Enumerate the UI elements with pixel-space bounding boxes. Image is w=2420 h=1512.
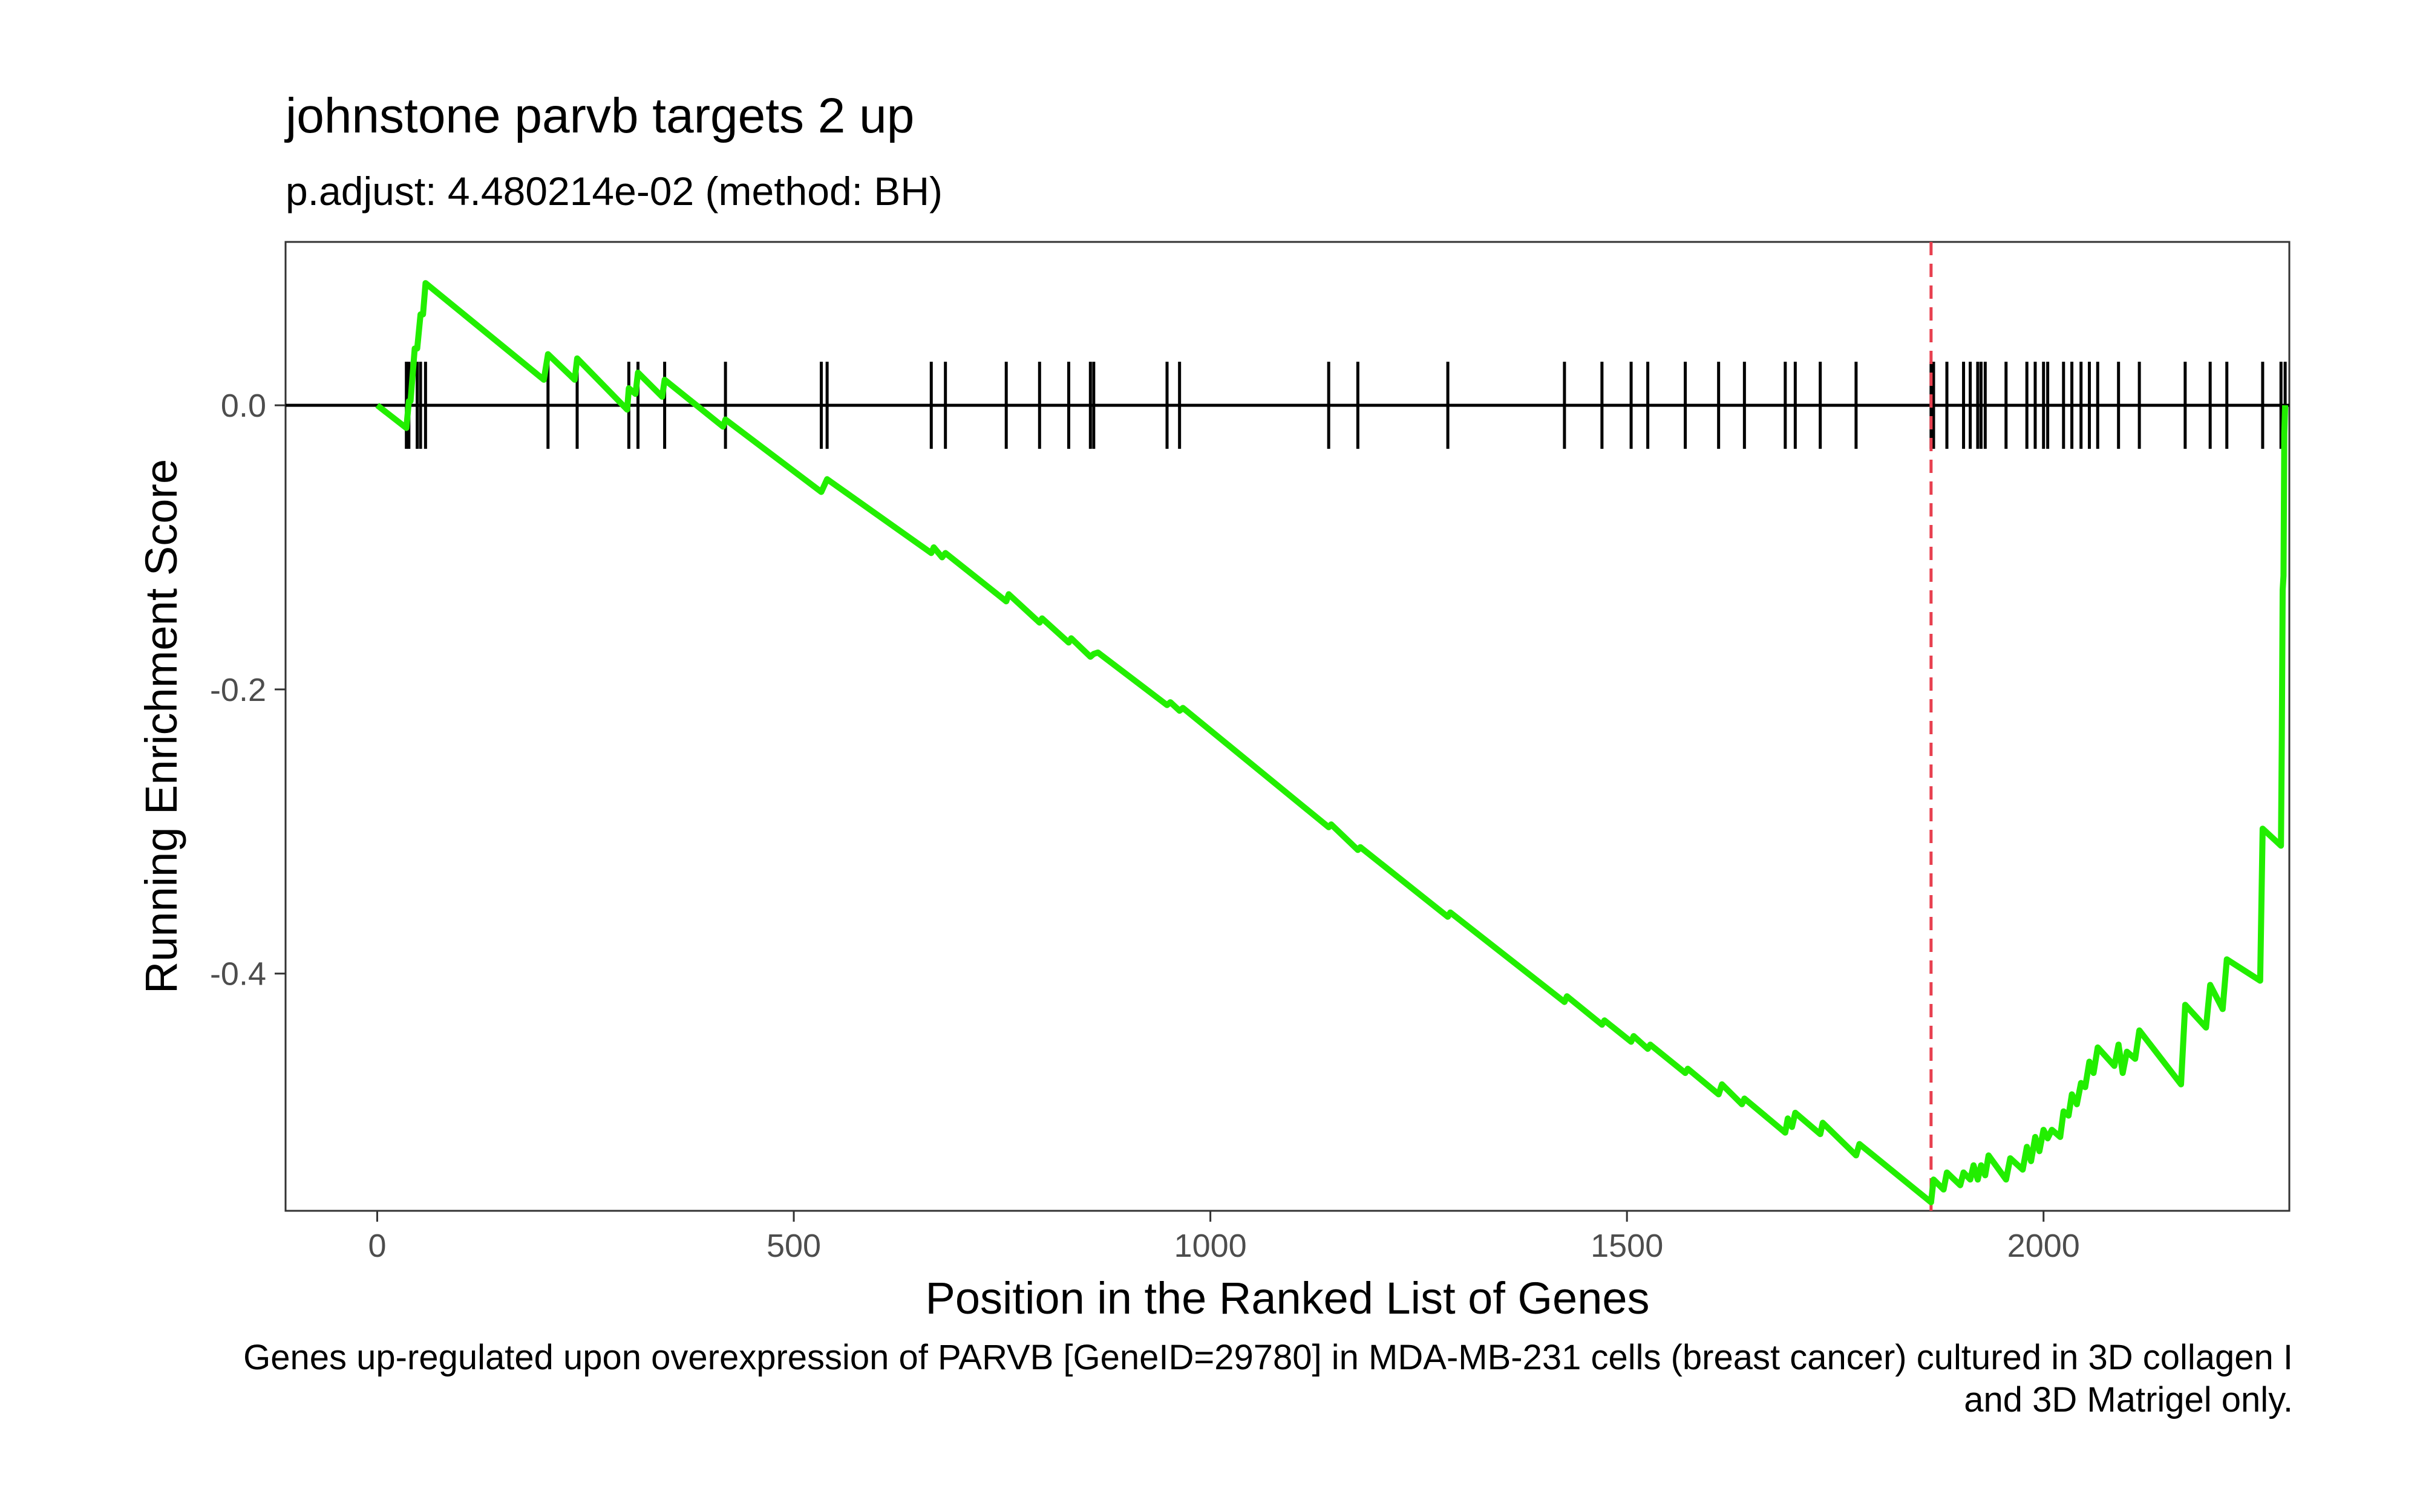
gene-hit-markers <box>405 362 2287 449</box>
y-tick-label: -0.4 <box>210 956 266 992</box>
running-enrichment-line <box>375 280 2289 1205</box>
x-axis: 0 500 1000 1500 2000 <box>368 1211 2080 1264</box>
chart-caption: Genes up-regulated upon overexpression o… <box>243 1338 2293 1419</box>
x-tick-label: 1000 <box>1174 1228 1247 1264</box>
plot-panel <box>284 241 2291 1212</box>
x-axis-title: Position in the Ranked List of Genes <box>925 1273 1649 1323</box>
chart-subtitle: p.adjust: 4.480214e-02 (method: BH) <box>286 169 943 213</box>
x-tick-label: 0 <box>368 1228 386 1264</box>
x-tick-label: 500 <box>767 1228 821 1264</box>
y-axis: 0.0 -0.2 -0.4 <box>210 388 286 992</box>
x-tick-label: 2000 <box>2007 1228 2080 1264</box>
y-tick-label: 0.0 <box>221 388 266 424</box>
y-axis-title: Running Enrichment Score <box>136 459 186 994</box>
y-tick-label: -0.2 <box>210 672 266 708</box>
x-tick-label: 1500 <box>1591 1228 1663 1264</box>
chart-title: johnstone parvb targets 2 up <box>286 88 915 143</box>
